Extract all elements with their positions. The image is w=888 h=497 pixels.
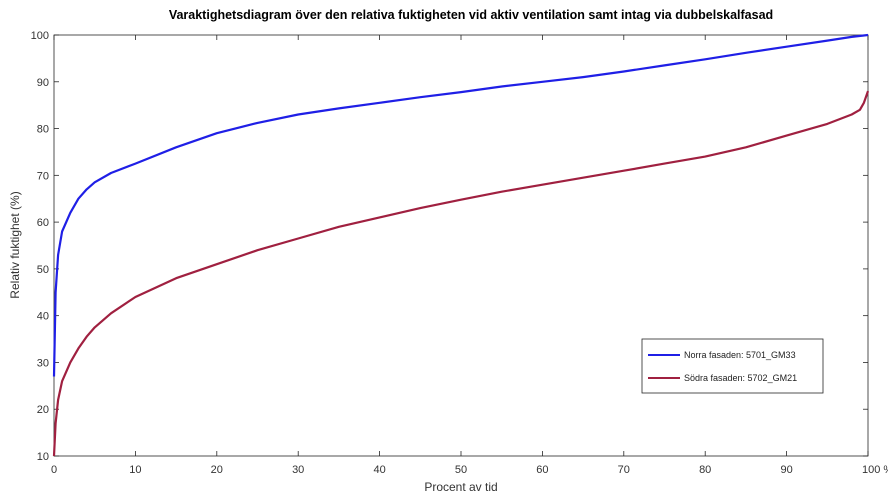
y-tick-label: 20 <box>37 404 49 416</box>
x-axis: 0 10 20 30 40 50 60 70 80 90 100 % <box>51 35 888 476</box>
x-axis-label: Procent av tid <box>424 480 497 494</box>
x-tick-label: 20 <box>211 464 223 476</box>
x-tick-label: 30 <box>292 464 304 476</box>
series-line-0 <box>52 33 869 377</box>
x-tick-label: 70 <box>618 464 630 476</box>
series-layer <box>52 33 870 457</box>
series-line-1 <box>52 90 870 457</box>
y-axis-label: Relativ fuktighet (%) <box>8 191 22 298</box>
y-tick-label: 100 <box>31 30 49 42</box>
x-tick-label: 90 <box>780 464 792 476</box>
legend: Norra fasaden: 5701_GM33 Södra fasaden: … <box>641 338 824 394</box>
y-tick-label: 60 <box>37 217 49 229</box>
x-tick-label: 10 <box>129 464 141 476</box>
y-tick-label: 80 <box>37 124 49 136</box>
x-tick-label: 100 % <box>862 464 888 476</box>
chart-title: Varaktighetsdiagram över den relativa fu… <box>169 8 773 22</box>
x-tick-label: 80 <box>699 464 711 476</box>
y-tick-label: 90 <box>37 77 49 89</box>
legend-box <box>641 338 824 394</box>
y-tick-label: 10 <box>37 451 49 463</box>
y-tick-label: 70 <box>37 170 49 182</box>
legend-label-norra: Norra fasaden: 5701_GM33 <box>684 350 796 360</box>
x-tick-label: 60 <box>536 464 548 476</box>
y-tick-label: 30 <box>37 357 49 369</box>
legend-label-sodra: Södra fasaden: 5702_GM21 <box>684 373 797 383</box>
x-tick-label: 40 <box>373 464 385 476</box>
y-tick-label: 40 <box>37 311 49 323</box>
y-axis: 10 20 30 40 50 60 70 80 90 100 <box>31 30 868 463</box>
x-tick-label: 50 <box>455 464 467 476</box>
x-tick-label: 0 <box>51 464 57 476</box>
y-tick-label: 50 <box>37 264 49 276</box>
